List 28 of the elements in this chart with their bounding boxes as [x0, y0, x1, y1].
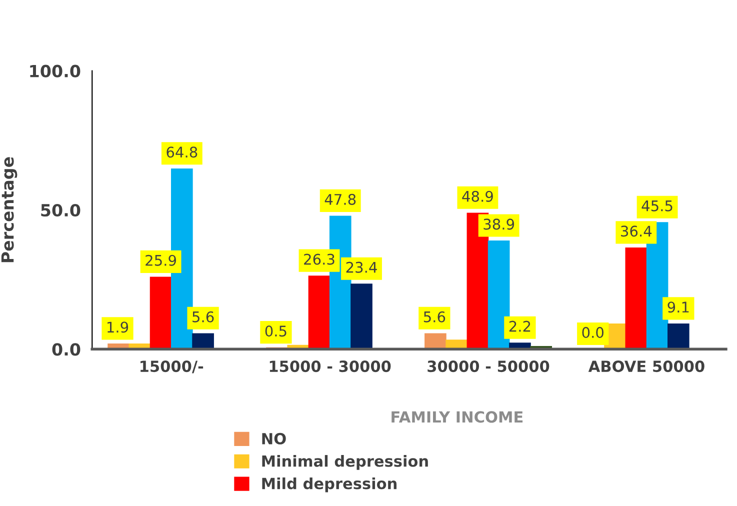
data-label: 5.6	[192, 311, 214, 322]
x-tick-label: 15000/-	[140, 360, 204, 374]
data-label: 48.9	[462, 190, 493, 202]
y-axis-title: Percentage	[1, 157, 18, 262]
data-label: 26.3	[304, 254, 334, 265]
data-label: 64.8	[166, 146, 198, 158]
x-axis-title: FAMILY INCOME	[392, 411, 523, 423]
data-label: 45.5	[642, 200, 672, 212]
data-label: 25.9	[146, 254, 176, 266]
data-label: 38.9	[484, 218, 514, 230]
x-tick-label: ABOVE 50000	[588, 360, 704, 372]
text: 0.0	[52, 343, 80, 356]
data-label: 0.5	[265, 326, 286, 337]
data-label: 36.4	[621, 226, 652, 237]
data-label: 23.4	[346, 262, 377, 273]
x-tick-label: 15000 - 30000	[270, 360, 391, 372]
text: 50.0	[41, 204, 80, 217]
text: 100.0	[30, 64, 80, 78]
data-label: 1.9	[108, 322, 128, 333]
data-label: 2.2	[509, 320, 530, 332]
data-label: 9.1	[668, 302, 689, 313]
legend-label: Minimal depression	[262, 455, 428, 470]
data-label: 47.8	[324, 194, 356, 205]
legend-label: Mild depression	[262, 477, 396, 492]
x-tick-label: 30000 - 50000	[428, 360, 550, 372]
legend-label: NO	[262, 432, 286, 444]
data-label: 0.0	[582, 326, 604, 338]
data-label: 5.6	[424, 311, 446, 322]
